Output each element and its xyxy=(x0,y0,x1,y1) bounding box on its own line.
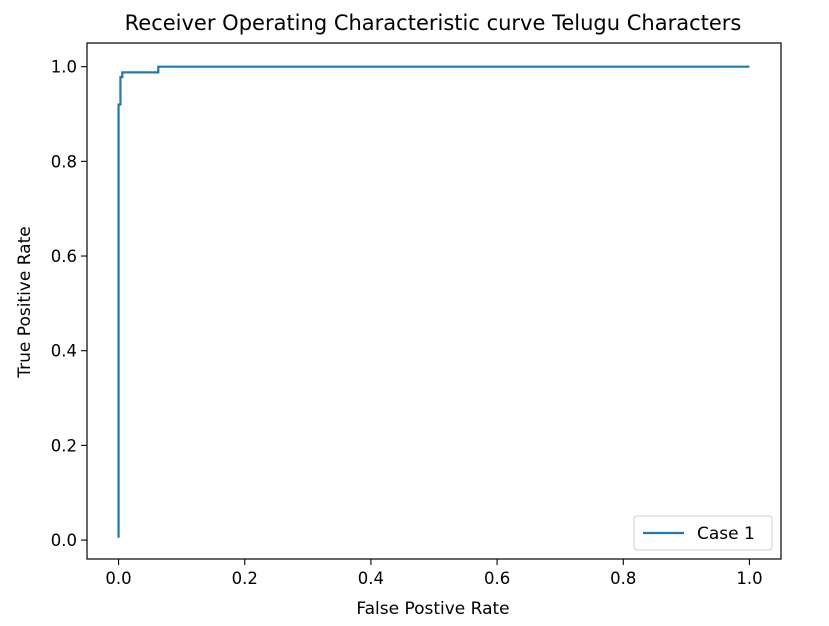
legend-label-case-1: Case 1 xyxy=(697,524,755,544)
y-tick-label: 0.8 xyxy=(51,152,77,171)
x-axis-ticks: 0.0 0.2 0.4 0.6 0.8 1.0 xyxy=(105,559,763,588)
x-tick-label: 0.2 xyxy=(232,569,258,588)
y-axis-label: True Positive Rate xyxy=(15,226,35,378)
series-layer xyxy=(117,65,750,538)
legend-box xyxy=(633,515,773,551)
x-tick-label: 0.8 xyxy=(610,569,636,588)
y-tick-label: 0.6 xyxy=(51,247,77,266)
y-tick-label: 0.0 xyxy=(51,531,77,550)
x-tick-label: 1.0 xyxy=(736,569,762,588)
plot-area xyxy=(86,42,782,560)
y-tick-label: 0.4 xyxy=(51,342,77,361)
y-tick-label: 1.0 xyxy=(51,58,77,77)
chart-title: Receiver Operating Characteristic curve … xyxy=(125,11,742,35)
series-line-case-1 xyxy=(117,65,750,538)
plot-frame xyxy=(86,42,782,560)
y-tick-label: 0.2 xyxy=(51,436,77,455)
legend: Case 1 xyxy=(633,515,773,551)
x-tick-label: 0.6 xyxy=(484,569,510,588)
x-tick-label: 0.0 xyxy=(105,569,131,588)
x-tick-label: 0.4 xyxy=(358,569,384,588)
y-axis-ticks: 0.0 0.2 0.4 0.6 0.8 1.0 xyxy=(51,58,87,550)
x-axis-label: False Postive Rate xyxy=(356,599,509,619)
